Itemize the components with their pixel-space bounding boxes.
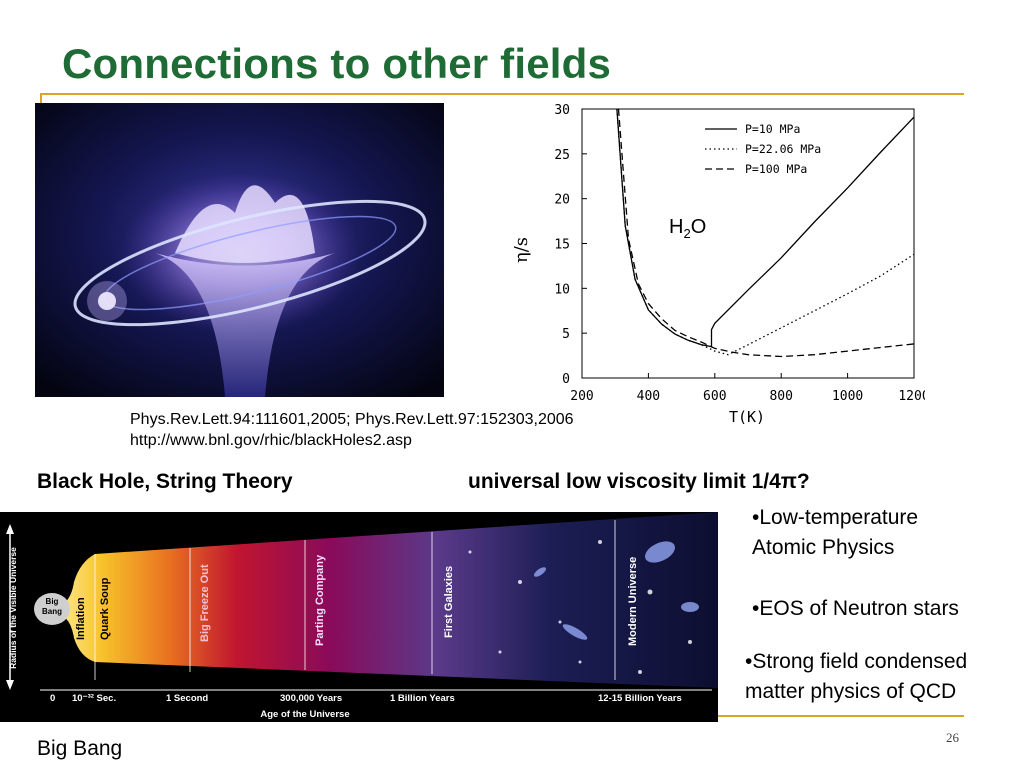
legend-label-3: P=100 MPa xyxy=(745,162,807,176)
era-big-freeze-out: Big Freeze Out xyxy=(199,564,211,642)
age-tick-1b: 1 Billion Years xyxy=(390,693,455,704)
bullet-neutron-stars: •EOS of Neutron stars xyxy=(752,597,959,620)
reference-papers: Phys.Rev.Lett.94:111601,2005; Phys.Rev.L… xyxy=(130,411,574,428)
big-bang-origin-label-1: Big xyxy=(46,597,59,606)
x-tick-label: 1000 xyxy=(832,389,863,404)
age-axis-label: Age of the Universe xyxy=(260,709,349,720)
era-modern-universe: Modern Universe xyxy=(627,557,639,646)
bottom-rule xyxy=(718,715,964,717)
bullet-atomic-physics: •Low-temperature Atomic Physics xyxy=(752,506,919,559)
references: Phys.Rev.Lett.94:111601,2005; Phys.Rev.L… xyxy=(130,409,574,451)
series-line-3 xyxy=(617,109,914,358)
slide-title: Connections to other fields xyxy=(62,40,612,87)
y-tick-label: 10 xyxy=(554,282,570,297)
big-bang-diagram: Radius of the Visible Universe Big Bang … xyxy=(0,512,718,722)
black-hole-image xyxy=(35,103,444,397)
viscosity-limit-label: universal low viscosity limit 1/4π? xyxy=(468,470,810,493)
page-number: 26 xyxy=(946,730,959,745)
x-tick-label: 800 xyxy=(769,389,792,404)
x-tick-label: 600 xyxy=(703,389,726,404)
bullet-qcd-matter: •Strong field condensed matter physics o… xyxy=(745,650,968,703)
reference-url: http://www.bnl.gov/rhic/blackHoles2.asp xyxy=(130,432,412,449)
big-bang-origin-label-2: Bang xyxy=(42,607,62,616)
y-tick-label: 20 xyxy=(554,193,570,208)
x-axis-label: T(K) xyxy=(729,408,765,426)
age-tick-300k: 300,000 Years xyxy=(280,693,342,704)
age-tick-0: 0 xyxy=(50,693,55,704)
era-first-galaxies: First Galaxies xyxy=(443,566,455,638)
x-tick-label: 200 xyxy=(570,389,593,404)
age-tick-inflation: 10⁻³² Sec. xyxy=(72,693,116,704)
age-tick-second: 1 Second xyxy=(166,693,208,704)
legend-label-2: P=22.06 MPa xyxy=(745,142,821,156)
y-tick-label: 25 xyxy=(554,148,570,163)
y-axis-label: η/s xyxy=(511,237,532,263)
big-bang-label: Big Bang xyxy=(37,737,123,760)
x-tick-label: 400 xyxy=(637,389,660,404)
black-hole-label: Black Hole, String Theory xyxy=(37,470,293,493)
era-inflation: Inflation xyxy=(75,597,87,640)
radius-axis-label: Radius of the Visible Universe xyxy=(8,547,18,669)
title-rule-corner xyxy=(40,93,42,111)
y-tick-label: 0 xyxy=(562,372,570,387)
era-quark-soup: Quark Soup xyxy=(99,577,111,640)
y-tick-label: 15 xyxy=(554,238,570,253)
legend-label-1: P=10 MPa xyxy=(745,122,800,136)
y-tick-label: 5 xyxy=(562,327,570,342)
title-rule xyxy=(40,93,964,95)
age-tick-modern: 12-15 Billion Years xyxy=(598,693,682,704)
y-tick-label: 30 xyxy=(554,103,570,118)
era-parting-company: Parting Company xyxy=(314,554,326,646)
